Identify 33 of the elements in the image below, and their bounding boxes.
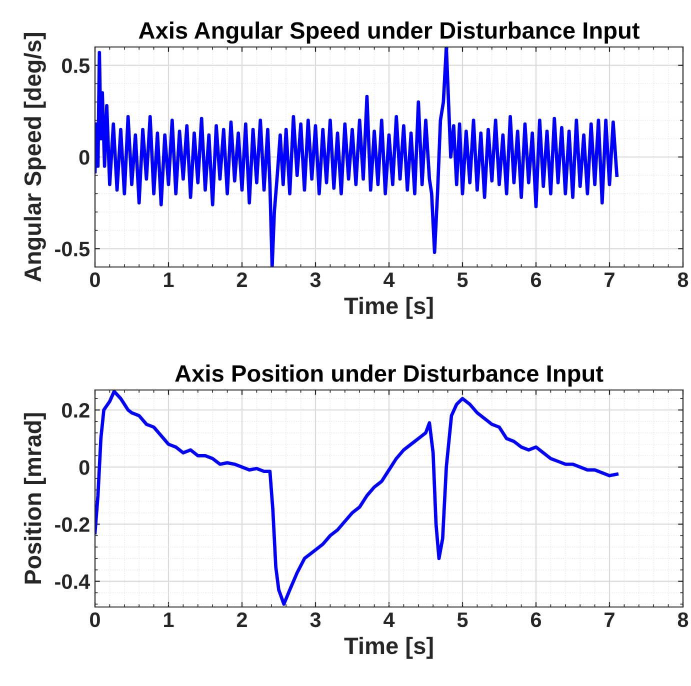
line-series (95, 390, 619, 606)
chart-title: Axis Position under Disturbance Input (175, 364, 604, 387)
y-tick-label: 0.5 (62, 58, 90, 74)
x-tick-label: 8 (678, 612, 688, 628)
x-axis-title: Time [s] (344, 636, 433, 659)
y-tick-label: 0 (79, 460, 90, 475)
y-tick-label: -0.5 (55, 242, 90, 256)
x-tick-label: 4 (384, 272, 395, 287)
x-tick-label: 7 (604, 272, 614, 287)
x-tick-label: 3 (310, 272, 321, 288)
y-axis-title: Position [mrad] (24, 413, 46, 584)
line-series (95, 47, 619, 267)
x-tick-label: 6 (530, 272, 542, 288)
x-tick-label: 1 (164, 272, 174, 287)
x-tick-label: 8 (678, 272, 688, 288)
y-axis-title: Angular Speed [deg/s] (24, 33, 46, 282)
x-tick-label: 0 (90, 272, 100, 288)
x-tick-label: 3 (310, 612, 321, 628)
x-tick-label: 0 (90, 612, 100, 628)
x-tick-label: 2 (236, 272, 247, 287)
y-tick-label: -0.2 (55, 517, 90, 532)
x-tick-label: 5 (457, 272, 468, 288)
x-tick-label: 1 (164, 612, 174, 627)
y-tick-label: 0.2 (62, 402, 90, 418)
y-tick-label: 0 (79, 150, 90, 165)
x-tick-label: 2 (236, 612, 247, 627)
x-tick-label: 4 (384, 612, 395, 627)
x-tick-label: 6 (530, 612, 542, 628)
x-axis-title: Time [s] (344, 296, 433, 319)
x-tick-label: 7 (604, 612, 614, 627)
x-tick-label: 5 (457, 612, 468, 628)
y-tick-label: -0.4 (55, 574, 90, 590)
chart-title: Axis Angular Speed under Disturbance Input (138, 22, 640, 44)
